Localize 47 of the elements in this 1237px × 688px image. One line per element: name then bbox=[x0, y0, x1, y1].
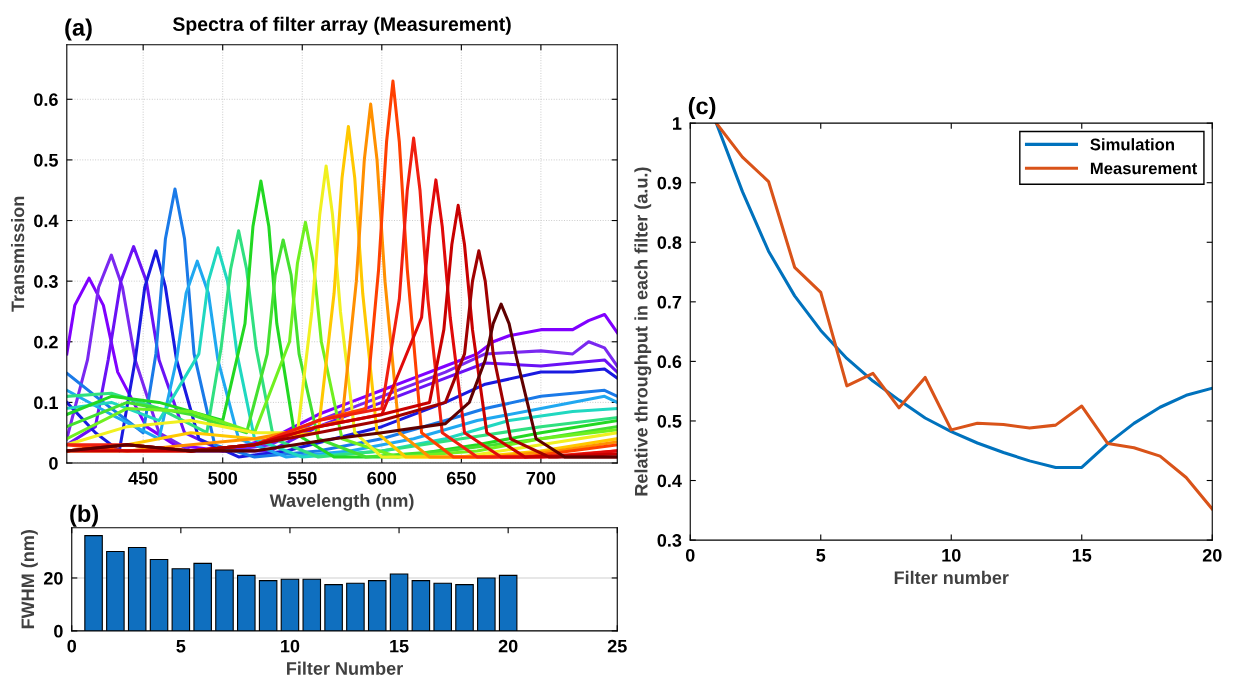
y-axis-title: Relative throughput in each filter (a.u.) bbox=[634, 167, 652, 496]
text: (b) bbox=[70, 504, 98, 527]
y-tick-label: 0.5 bbox=[34, 153, 58, 167]
y-tick-label: 20 bbox=[43, 571, 63, 585]
y-axis-title: FWHM (nm) bbox=[20, 530, 38, 629]
x-axis-title: Filter number bbox=[894, 570, 1009, 585]
y-tick-label: 0.5 bbox=[657, 414, 682, 428]
y-tick-label: 0.3 bbox=[657, 534, 682, 547]
text: (c) bbox=[688, 96, 716, 119]
x-tick-label: 20 bbox=[1202, 548, 1222, 562]
y-tick-label: 1 bbox=[673, 117, 682, 130]
x-tick-label: 650 bbox=[446, 471, 476, 485]
x-tick-label: 450 bbox=[128, 471, 158, 485]
y-tick-label: 0.6 bbox=[657, 355, 682, 369]
y-axis-title: Transmission bbox=[10, 196, 25, 312]
y-tick-label: 0.7 bbox=[657, 295, 682, 309]
x-tick-label: 500 bbox=[208, 471, 238, 485]
y-tick-label: 0.8 bbox=[657, 236, 682, 249]
y-tick-label: 0.1 bbox=[34, 396, 58, 410]
x-tick-label: 15 bbox=[1072, 549, 1092, 562]
x-axis-title: Filter Number bbox=[287, 661, 403, 675]
x-tick-label: 15 bbox=[390, 639, 409, 653]
legend-label: Simulation bbox=[1090, 138, 1174, 151]
y-tick-label: 0.4 bbox=[34, 214, 59, 228]
chart-title: Spectra of filter array (Measurement) bbox=[172, 16, 511, 35]
x-tick-label: 5 bbox=[176, 639, 186, 653]
y-tick-label: 0 bbox=[49, 456, 58, 470]
y-tick-label: 0.3 bbox=[34, 275, 58, 288]
x-tick-label: 10 bbox=[942, 548, 961, 562]
x-tick-label: 25 bbox=[607, 639, 627, 653]
y-tick-label: 0.9 bbox=[657, 176, 682, 190]
x-tick-label: 0 bbox=[67, 639, 77, 653]
x-tick-label: 600 bbox=[367, 471, 397, 485]
x-tick-label: 10 bbox=[281, 639, 300, 653]
y-tick-label: 0.2 bbox=[34, 335, 58, 349]
y-tick-label: 0.6 bbox=[34, 93, 58, 106]
y-tick-label: 0.4 bbox=[657, 474, 682, 488]
text: (a) bbox=[65, 18, 92, 41]
x-axis-title: Wavelength (nm) bbox=[269, 493, 414, 511]
x-tick-label: 700 bbox=[526, 471, 556, 485]
x-tick-label: 550 bbox=[287, 471, 317, 485]
x-tick-label: 20 bbox=[498, 639, 518, 653]
line-series bbox=[66, 302, 618, 459]
x-tick-label: 5 bbox=[816, 549, 826, 562]
legend-label: Measurement bbox=[1090, 162, 1198, 175]
x-tick-label: 0 bbox=[685, 548, 695, 562]
y-tick-label: 0 bbox=[54, 624, 63, 638]
